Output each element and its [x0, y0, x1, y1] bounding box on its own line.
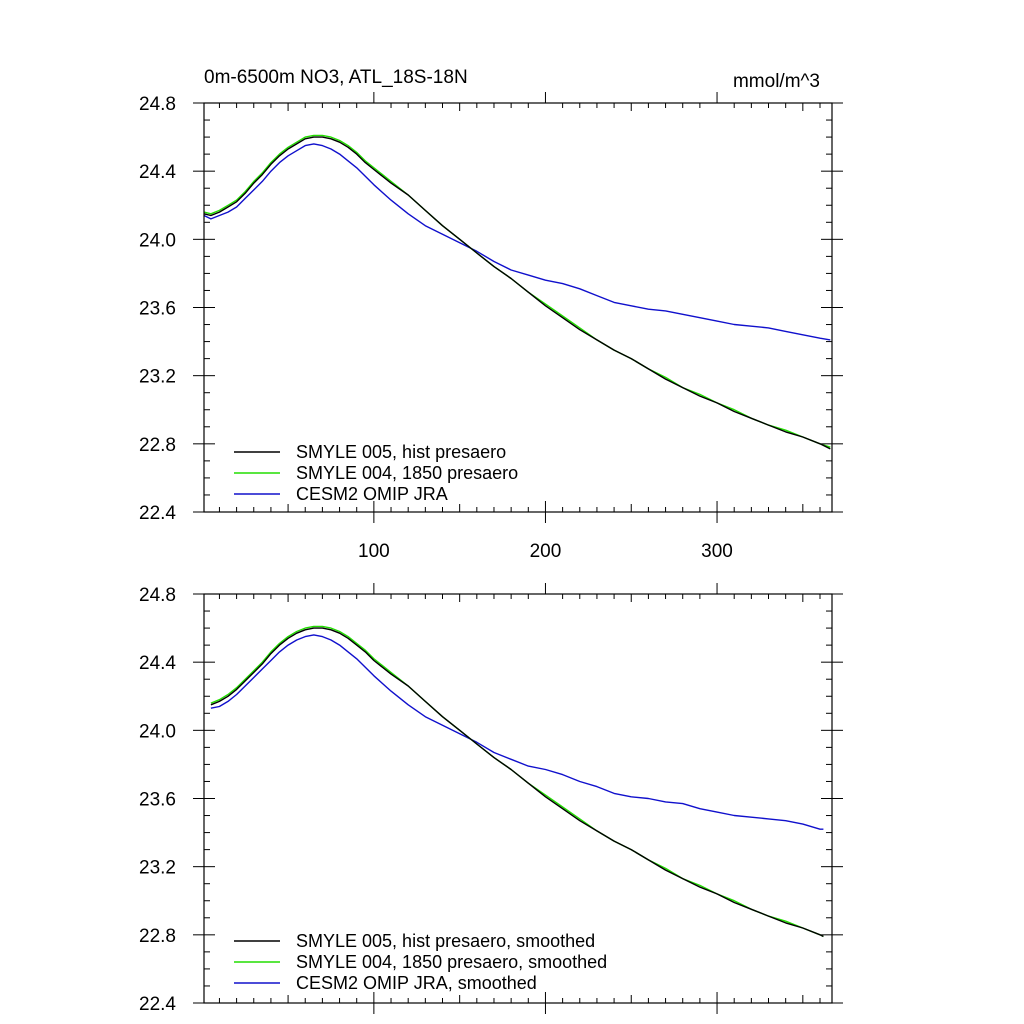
legend-label-1: SMYLE 004, 1850 presaero, smoothed	[296, 952, 607, 972]
y-tick-label: 23.6	[139, 299, 176, 320]
y-tick-label: 24.4	[139, 162, 176, 183]
series-line-2	[210, 634, 824, 830]
axes: 22.4 22.8 23.2 23.6 24.0 24.4 24.8	[139, 583, 843, 1015]
x-tick-label: 100	[358, 541, 390, 562]
plot-marks	[203, 134, 831, 450]
legend: SMYLE 005, hist presaero, smoothedSMYLE …	[234, 931, 607, 993]
series-line-1	[210, 625, 824, 938]
y-tick-label: 22.8	[139, 926, 176, 947]
y-tick-label: 23.6	[139, 790, 176, 811]
series-line-2	[203, 143, 831, 341]
plot-marks	[210, 625, 824, 938]
y-tick-label: 24.8	[139, 585, 176, 606]
bottom-panel: 22.4 22.8 23.2 23.6 24.0 24.4 24.8 SMYLE 005, …	[139, 583, 843, 1015]
y-tick-label: 24.4	[139, 653, 176, 674]
y-tick-label: 24.0	[139, 721, 176, 742]
y-tick-label: 24.8	[139, 94, 176, 115]
top-panel: 0m-6500m NO3, ATL_18S-18N mmol/m^3 100 20…	[139, 67, 843, 562]
units-label: mmol/m^3	[733, 71, 820, 92]
chart-title: 0m-6500m NO3, ATL_18S-18N	[204, 67, 468, 88]
series-line-1	[203, 134, 831, 448]
legend-label-2: CESM2 OMIP JRA, smoothed	[296, 973, 537, 993]
y-tick-label: 23.2	[139, 858, 176, 879]
y-tick-label: 22.4	[139, 503, 176, 524]
series-line-0	[203, 136, 831, 450]
y-tick-label: 22.4	[139, 994, 176, 1015]
x-tick-label: 200	[530, 541, 562, 562]
legend-label-2: CESM2 OMIP JRA	[296, 484, 448, 504]
legend-label-1: SMYLE 004, 1850 presaero	[296, 463, 518, 483]
y-tick-label: 22.8	[139, 435, 176, 456]
legend-label-0: SMYLE 005, hist presaero, smoothed	[296, 931, 595, 951]
y-tick-label: 23.2	[139, 367, 176, 388]
x-tick-label: 300	[701, 541, 733, 562]
series-line-0	[210, 627, 824, 938]
y-tick-label: 24.0	[139, 230, 176, 251]
axes: 100 200 300 22.4 22.8 23.2 23.6 24.0 24.4 24.8	[139, 92, 843, 562]
legend-label-0: SMYLE 005, hist presaero	[296, 442, 506, 462]
